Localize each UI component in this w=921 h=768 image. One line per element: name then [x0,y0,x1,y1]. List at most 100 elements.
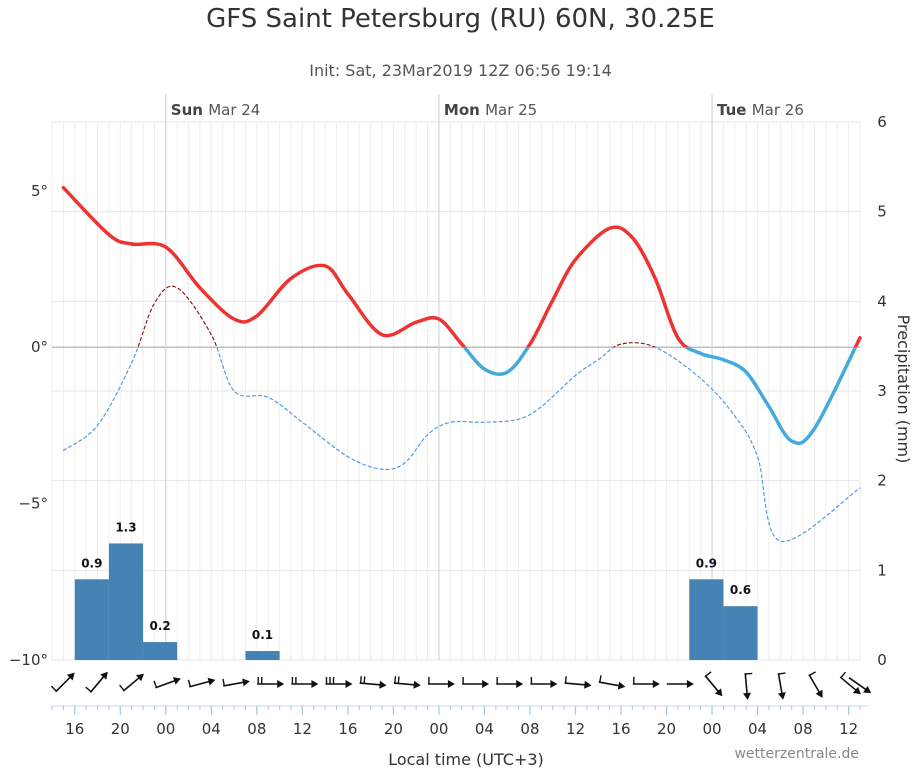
axes [51,705,868,715]
temperature-line-below [462,347,858,445]
credit-link[interactable]: wetterzentrale.de [734,746,859,762]
x-tick-label: 00 [703,720,722,738]
wind-barb-shaft [839,676,858,692]
x-tick-label: 08 [247,720,266,738]
wind-barb-head [550,680,558,688]
wind-barb-head [345,680,353,688]
wind-barb [632,677,660,688]
y-right-tick-label: 6 [877,113,887,131]
wind-barb [119,673,144,692]
x-tick-label: 04 [748,720,767,738]
wind-barb-shaft [223,681,246,687]
wind-barb-shaft [89,675,106,693]
wind-barb-feather [840,671,846,679]
chart-subtitle: Init: Sat, 23Mar2019 12Z 06:56 19:14 [309,61,612,80]
dewpoint-line-below [62,347,861,542]
y-right-tick-label: 0 [877,651,887,669]
y-right-axis-title: Precipitation (mm) [894,315,913,464]
wind-barb-feather [705,671,712,677]
wind-barb-shaft [55,675,72,693]
wind-barb-shaft [704,675,720,693]
wind-barb [359,676,387,689]
wind-barb-feather [359,676,362,684]
wind-barb-head [852,686,861,695]
wind-barb-feather [809,671,816,676]
wind-barb-head [379,680,387,689]
wind-barb [496,677,524,688]
wind-barb [50,672,75,693]
wind-barb-shaft [393,682,416,686]
precip-bar [689,579,724,660]
wind-barb-head [413,680,421,689]
wind-barb-head [136,673,144,682]
wind-barb-feather [745,672,753,675]
wind-barbs [50,671,872,700]
temperature-line-above [61,185,862,348]
x-tick-label: 16 [65,720,84,738]
precip-bar-label: 0.9 [696,556,717,570]
x-tick-label: 00 [156,720,175,738]
wind-barb [598,675,626,690]
wind-barb-shaft [189,680,211,688]
wind-barb-head [207,677,216,686]
wind-barb [187,677,216,688]
wind-barb [462,677,490,688]
y-left-tick-label: −10° [9,651,48,669]
wind-barb-feather [222,678,225,686]
wind-barb-head [686,680,694,688]
wind-barb-head [815,689,823,698]
wind-barb [564,676,592,689]
y-left-tick-label: −5° [18,495,48,513]
wind-barb [85,671,108,693]
day-label: Tue Mar 26 [717,101,804,119]
precip-bar [723,606,758,660]
y-left-tick-label: 0° [31,338,48,356]
x-tick-label: 12 [566,720,585,738]
wind-barb-head [447,680,455,688]
x-tick-label: 12 [293,720,312,738]
wind-barb-shaft [564,682,587,686]
x-tick-label: 04 [202,720,221,738]
y-right-tick-label: 3 [877,382,887,400]
wind-barb-head [516,680,524,688]
wind-barb [393,676,421,689]
y-left-tick-label: 5° [31,182,48,200]
axis-labels: Sun Mar 24 Mon Mar 25 Tue Mar 26 5° 0° −5° −10… [9,101,913,768]
wind-barb-shaft [122,676,141,692]
y-right-tick-label: 1 [877,561,887,579]
wind-barb-head [277,680,285,688]
x-tick-label: 08 [520,720,539,738]
precip-bar-label: 0.2 [149,619,170,633]
wind-barb-head [482,680,490,688]
wind-barb-feather [187,679,191,687]
wind-barb [291,677,319,688]
wind-barb-feather [599,675,602,683]
wind-barb [222,678,250,687]
wind-barb-head [652,680,660,688]
wind-barb [530,677,558,688]
wind-barb-feather [119,684,125,691]
wind-barb-feather [85,686,92,693]
y-right-tick-label: 4 [877,292,887,310]
wind-barb-feather [778,672,786,675]
wind-barb-head [777,692,786,700]
precip-bar [143,642,178,660]
x-tick-label: 16 [338,720,357,738]
precip-bar-label: 1.3 [115,520,136,534]
wind-barb-head [714,688,723,697]
wind-barb [666,680,694,688]
x-tick-label: 16 [611,720,630,738]
x-tick-label: 04 [475,720,494,738]
wind-barb-head [742,692,751,700]
chart-title: GFS Saint Petersburg (RU) 60N, 30.25E [206,4,715,34]
precip-bar [245,651,280,660]
wind-barb-feather [50,685,57,692]
wind-barb-shaft [598,681,621,687]
precipitation-bars: 0.9 1.3 0.2 0.1 0.9 0.6 [74,520,758,660]
x-tick-label: 20 [657,720,676,738]
precip-bar-label: 0.9 [81,556,102,570]
wind-barb-head [100,671,108,680]
day-label: Mon Mar 25 [444,101,537,119]
x-tick-label: 20 [384,720,403,738]
